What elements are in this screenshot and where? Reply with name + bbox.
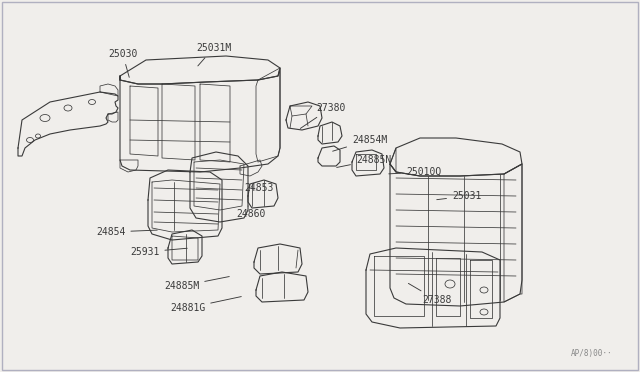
Text: 24853: 24853 <box>244 183 273 193</box>
Text: 25010Q: 25010Q <box>388 167 441 177</box>
Text: 24881G: 24881G <box>170 296 241 313</box>
Text: 25931: 25931 <box>130 247 188 257</box>
Text: 27388: 27388 <box>408 283 451 305</box>
Text: 24860: 24860 <box>236 206 266 219</box>
Text: 25031: 25031 <box>436 191 481 201</box>
Text: 24854M: 24854M <box>333 135 387 151</box>
Text: 27380: 27380 <box>300 103 346 128</box>
Text: AP/8)00··: AP/8)00·· <box>570 349 612 358</box>
Text: 25030: 25030 <box>108 49 138 77</box>
Text: 24885M: 24885M <box>164 276 229 291</box>
Text: 24885N: 24885N <box>337 155 391 167</box>
Text: 25031M: 25031M <box>196 43 231 66</box>
Text: 24854: 24854 <box>96 227 157 237</box>
